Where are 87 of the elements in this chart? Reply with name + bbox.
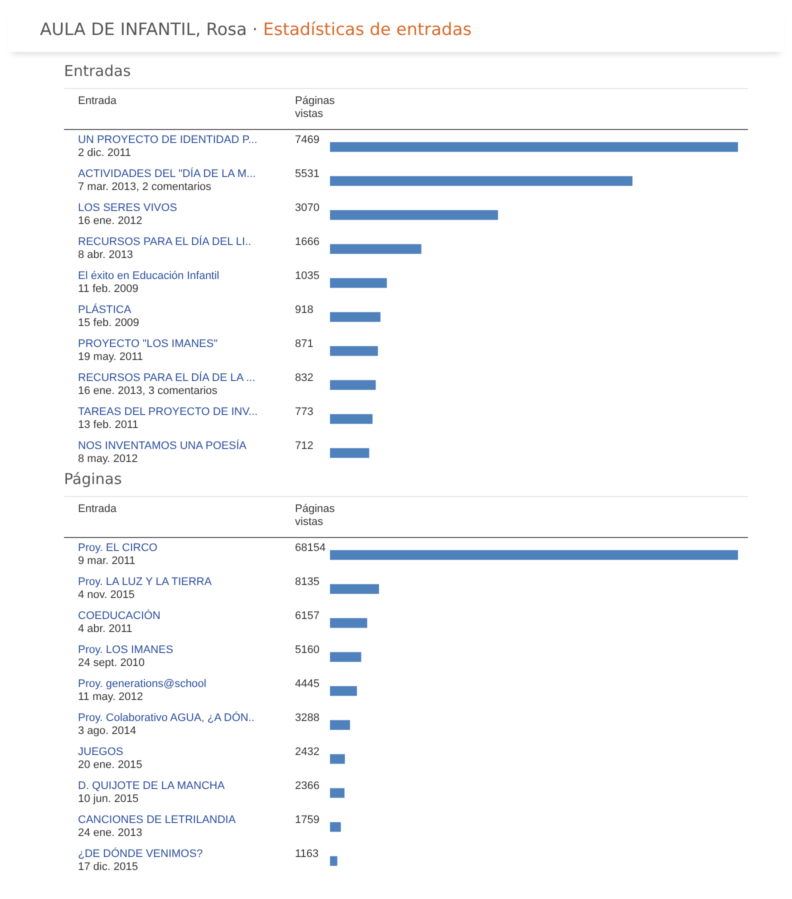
bar	[330, 176, 632, 186]
y-tick-label: TAREAS DEL PROYECTO DE INV...	[78, 406, 258, 419]
data-label: 1666	[295, 236, 320, 249]
bar	[330, 618, 368, 628]
text: Entradas	[63, 62, 132, 82]
y-tick-label: CANCIONES DE LETRILANDIA	[78, 814, 236, 827]
data-label: 918	[295, 304, 314, 317]
y-tick-label: NOS INVENTAMOS UNA POESÍA	[78, 440, 246, 453]
y-tick-label: UN PROYECTO DE IDENTIDAD P...	[78, 134, 258, 147]
bar	[330, 278, 387, 288]
text: 8 abr. 2013	[78, 249, 134, 262]
y-tick-label: Proy. generations@school	[78, 678, 206, 691]
data-label: 871	[295, 338, 314, 351]
data-label: 68154	[295, 542, 326, 555]
bar	[330, 856, 338, 866]
bar	[330, 550, 738, 560]
text: 20 ene. 2015	[78, 759, 142, 772]
bar	[330, 380, 376, 390]
y-tick-label: RECURSOS PARA EL DÍA DEL LI..	[78, 236, 252, 249]
text: 19 may. 2011	[78, 351, 144, 364]
data-label: 2366	[295, 780, 320, 793]
data-label: 773	[295, 406, 314, 419]
text: 9 mar. 2011	[78, 555, 136, 568]
text: 24 sept. 2010	[78, 657, 146, 670]
text: 11 may. 2012	[78, 691, 144, 704]
y-tick-label: Proy. LA LUZ Y LA TIERRA	[78, 576, 212, 589]
text: 3 ago. 2014	[78, 725, 138, 738]
bar	[330, 414, 373, 424]
bar	[330, 652, 362, 662]
data-label: 712	[295, 440, 314, 453]
data-label: 5531	[295, 168, 320, 181]
text: 15 feb. 2009	[78, 317, 140, 330]
text: 2 dic. 2011	[78, 147, 132, 160]
text: 13 feb. 2011	[78, 419, 140, 432]
bar	[330, 244, 422, 254]
bar	[330, 788, 344, 798]
data-label: 832	[295, 372, 314, 385]
text: 11 feb. 2009	[78, 283, 140, 296]
x-axis-title: Páginas vistas	[295, 503, 336, 529]
y-tick-label: ¿DE DÓNDE VENIMOS?	[78, 848, 203, 861]
text: 7 mar. 2013, 2 comentarios	[78, 181, 212, 194]
text: 24 ene. 2013	[78, 827, 144, 840]
y-tick-label: Proy. Colaborativo AGUA, ¿A DÓN..	[78, 712, 254, 725]
text: 17 dic. 2015	[78, 861, 139, 874]
bar	[330, 754, 345, 764]
x-axis-title: Páginas vistas	[295, 95, 336, 121]
data-label: 1163	[295, 848, 319, 861]
text: 8 may. 2012	[78, 453, 139, 466]
data-label: 5160	[295, 644, 320, 657]
data-label: 4445	[295, 678, 320, 691]
bar	[330, 584, 380, 594]
text: 16 ene. 2013, 3 comentarios	[78, 385, 218, 398]
y-tick-label: JUEGOS	[78, 746, 124, 759]
bar	[330, 686, 357, 696]
text: 4 nov. 2015	[78, 589, 136, 602]
data-label: 2432	[295, 746, 320, 759]
y-tick-label: PROYECTO "LOS IMANES"	[78, 338, 218, 351]
y-tick-label: COEDUCACIÓN	[78, 610, 161, 623]
bar	[330, 822, 341, 832]
chart-title: AULA DE INFANTIL, Rosa · Estadísticas de entradas	[40, 20, 472, 40]
y-tick-label: Proy. LOS IMANES	[78, 644, 174, 657]
y-tick-label: RECURSOS PARA EL DÍA DE LA ...	[78, 372, 256, 385]
text: Páginas	[63, 470, 123, 490]
data-label: 8135	[295, 576, 320, 589]
y-tick-label: El éxito en Educación Infantil	[78, 270, 220, 283]
data-label: 3288	[295, 712, 320, 725]
text: 10 jun. 2015	[78, 793, 140, 806]
data-label: 3070	[295, 202, 320, 215]
text: 4 abr. 2011	[78, 623, 134, 636]
bar	[330, 210, 498, 220]
bar	[330, 448, 370, 458]
data-label: 1035	[295, 270, 320, 283]
bar	[330, 720, 350, 730]
y-axis-title: Entrada	[78, 95, 117, 107]
bar	[330, 346, 378, 356]
bar	[330, 312, 380, 322]
text: 16 ene. 2012	[78, 215, 144, 228]
y-tick-label: ACTIVIDADES DEL "DÍA DE LA M...	[78, 168, 256, 181]
data-label: 1759	[295, 814, 320, 827]
y-tick-label: D. QUIJOTE DE LA MANCHA	[78, 780, 225, 793]
y-tick-label: PLÁSTICA	[78, 304, 132, 317]
data-label: 7469	[295, 134, 320, 147]
y-tick-label: Proy. EL CIRCO	[78, 542, 158, 555]
y-tick-label: LOS SERES VIVOS	[78, 202, 178, 215]
data-label: 6157	[295, 610, 320, 623]
y-axis-title: Entrada	[78, 503, 117, 515]
bar	[330, 142, 738, 152]
